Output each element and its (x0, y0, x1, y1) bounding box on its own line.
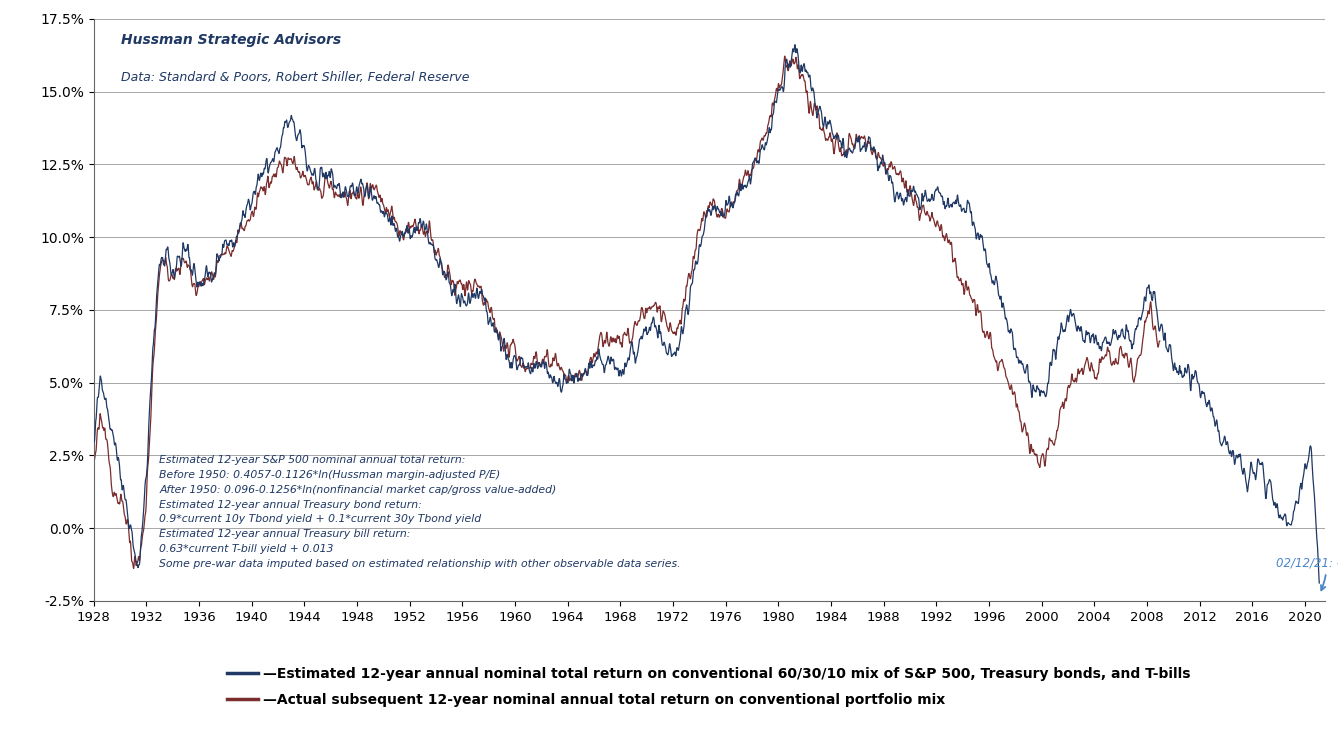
Text: Estimated 12-year S&P 500 nominal annual total return:
Before 1950: 0.4057-0.112: Estimated 12-year S&P 500 nominal annual… (159, 455, 681, 569)
Text: Data: Standard & Poors, Robert Shiller, Federal Reserve: Data: Standard & Poors, Robert Shiller, … (120, 71, 470, 84)
Legend: —Estimated 12-year annual nominal total return on conventional 60/30/10 mix of S: —Estimated 12-year annual nominal total … (227, 667, 1191, 707)
Text: 02/12/21: -2.29%: 02/12/21: -2.29% (1276, 556, 1338, 590)
Text: Hussman Strategic Advisors: Hussman Strategic Advisors (120, 33, 341, 47)
